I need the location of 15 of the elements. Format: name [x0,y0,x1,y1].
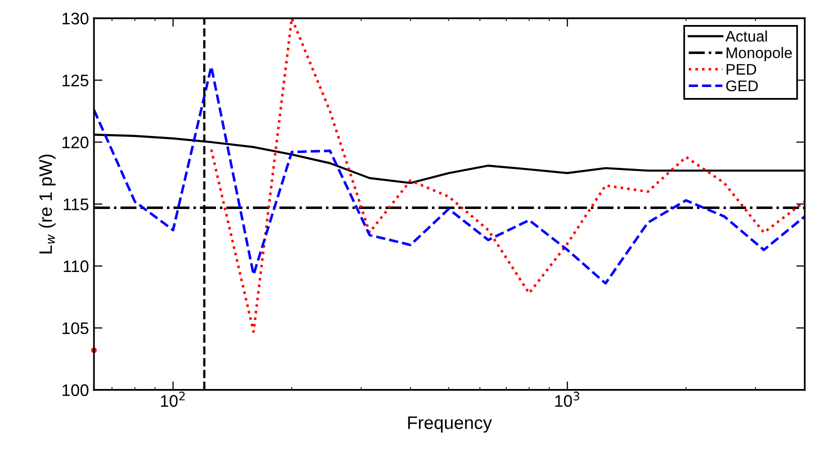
y-tick-label: 120 [62,136,88,148]
legend-label: GED [726,80,758,92]
x-axis-title: Frequency [408,416,492,433]
y-tick-label: 125 [62,74,88,86]
y-tick-label: 115 [64,198,88,210]
legend-label: Actual [725,30,767,42]
y-tick-label: 130 [62,12,88,24]
legend-label: Monopole [726,46,792,62]
y-axis-title: L$_{w}$ (re 1 pW) [38,154,56,254]
y-tick-label: 110 [64,260,88,272]
y-tick-label: 105 [62,322,88,334]
x-tick-label: 10$^{2}$ [161,392,185,407]
x-tick-label: 10$^{3}$ [555,392,580,407]
y-tick-label: 100 [62,384,88,396]
legend-label: PED [726,64,756,75]
